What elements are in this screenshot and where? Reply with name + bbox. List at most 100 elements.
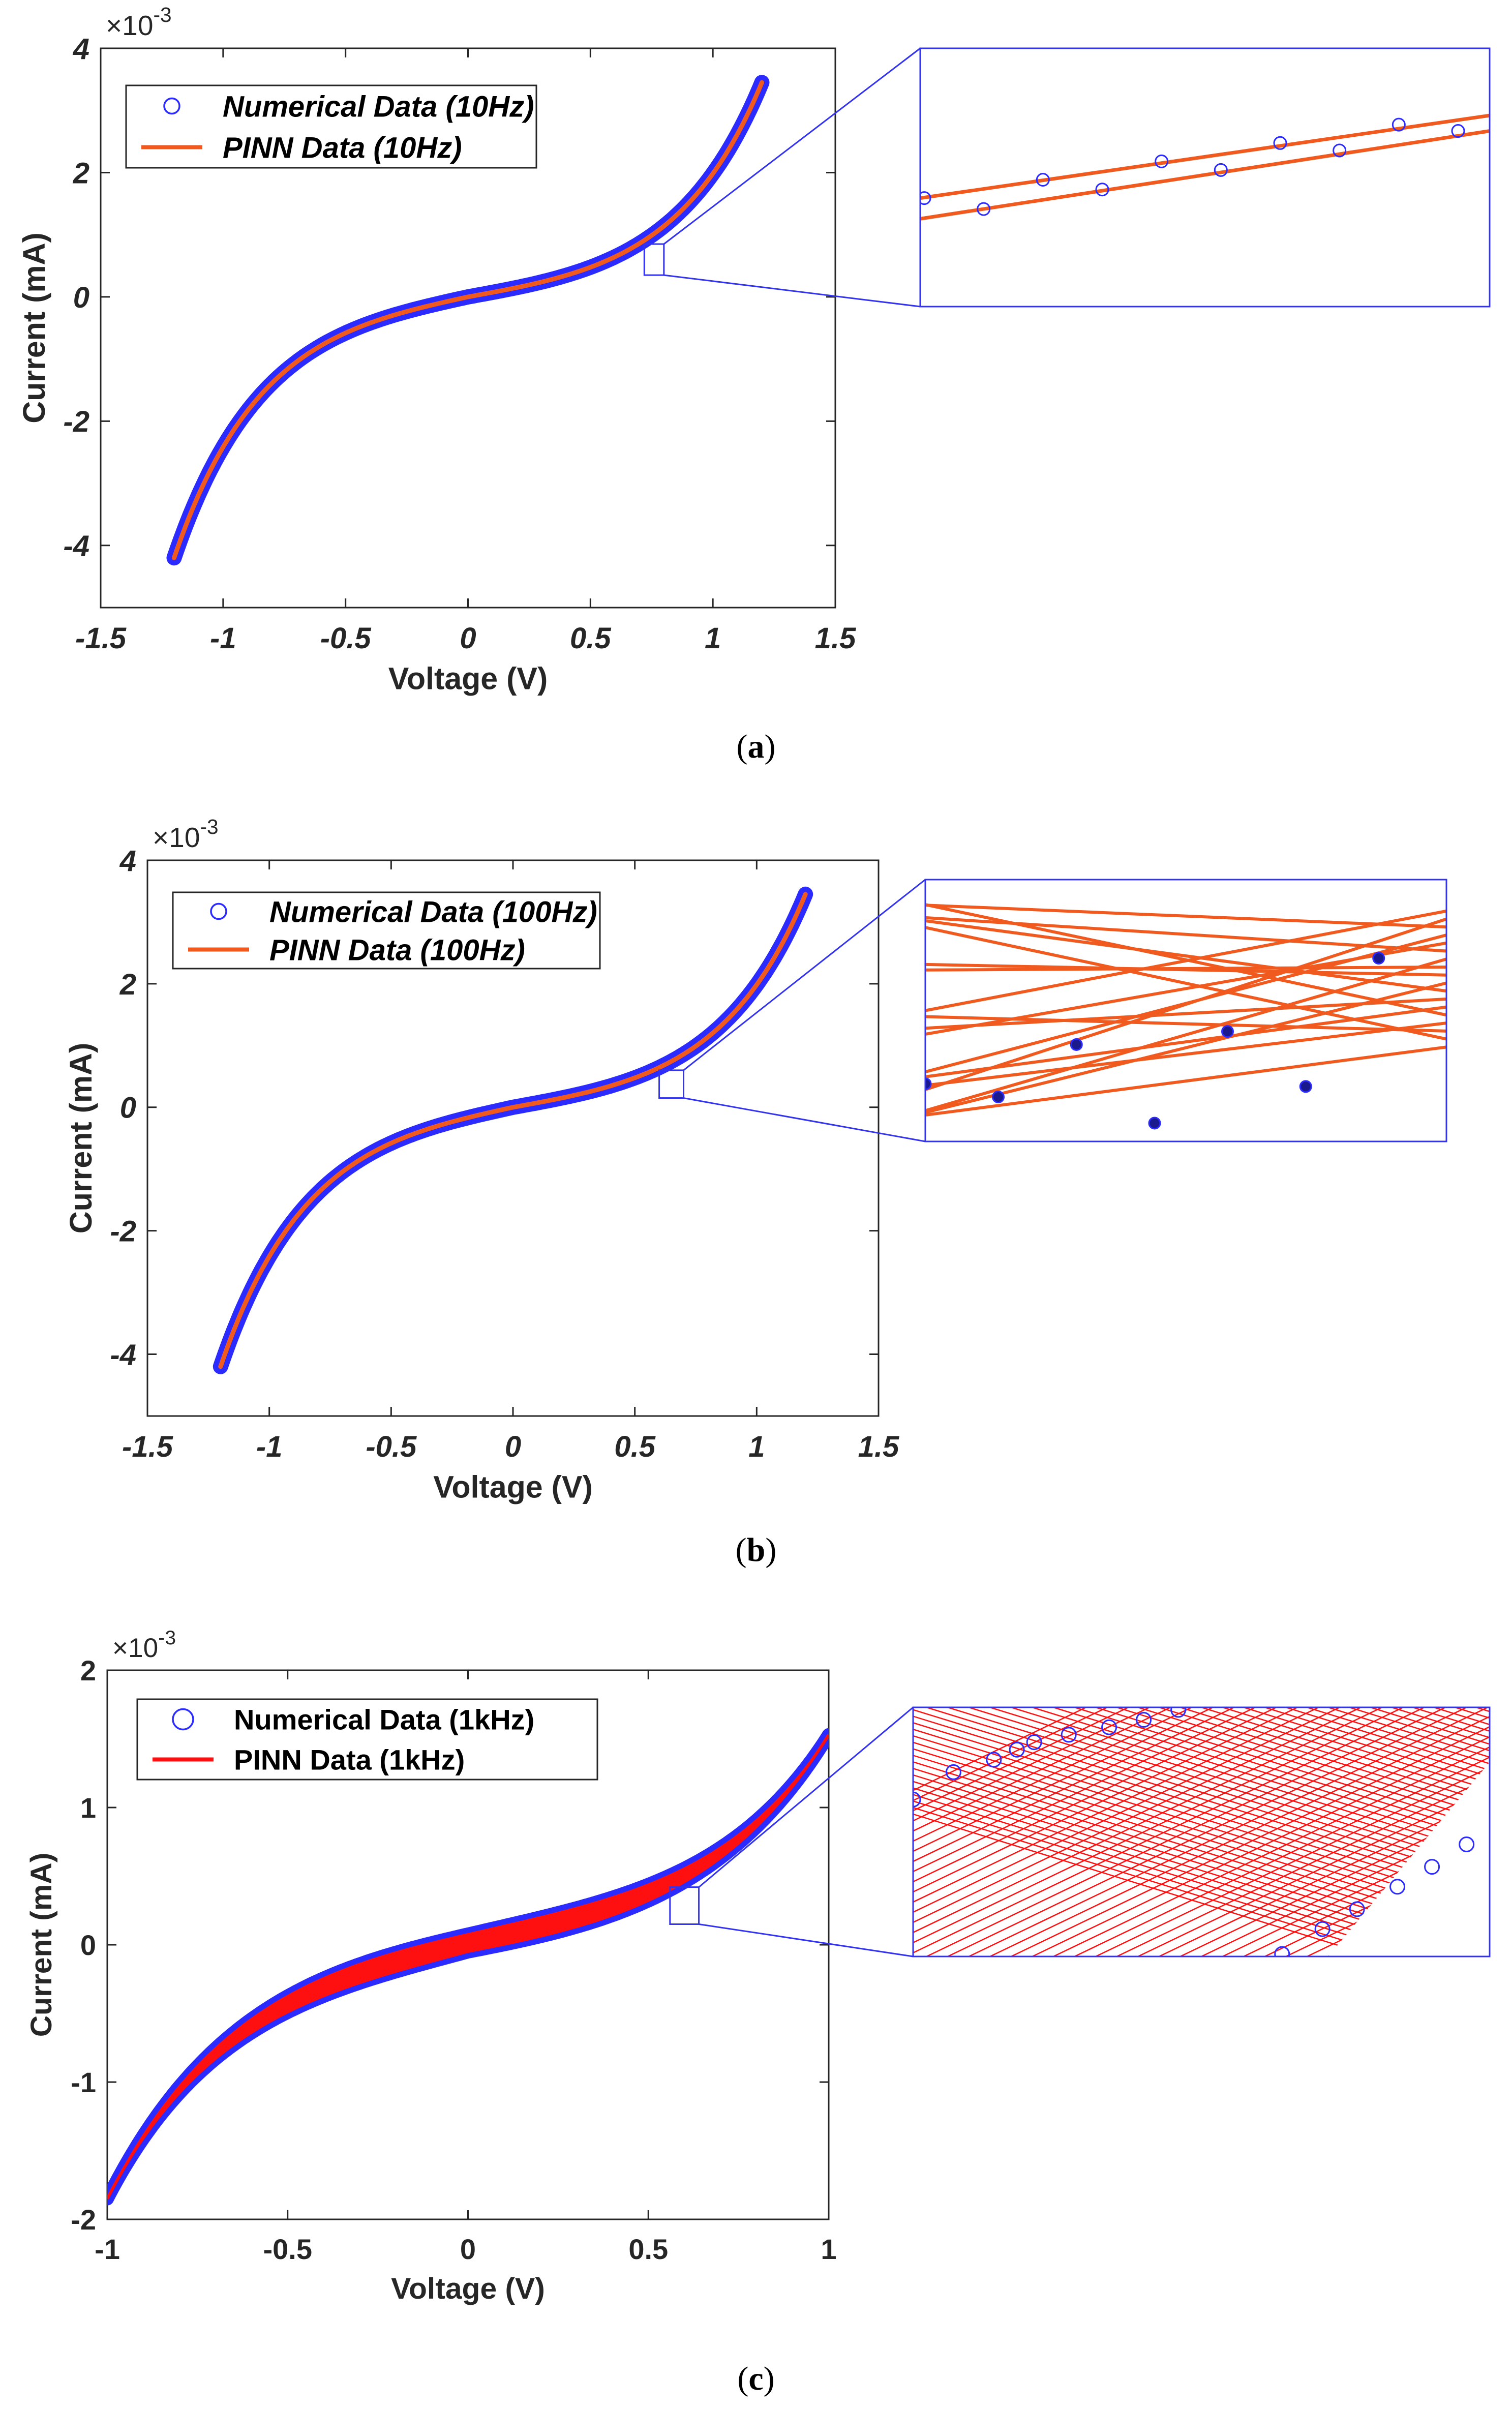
inset-numerical-marker — [1170, 1707, 1187, 1718]
y-tick-label: -4 — [110, 1338, 136, 1371]
inset-pinn-line — [1095, 1766, 1490, 1956]
x-tick-label: -1.5 — [122, 1430, 173, 1463]
inset-pinn-line — [925, 962, 1446, 977]
caption-open-paren: ( — [736, 1531, 747, 1569]
inset-numerical-marker — [1009, 1741, 1025, 1758]
inset-pinn-line — [925, 926, 1446, 1041]
inset-numerical-marker — [1148, 1117, 1161, 1130]
inset-pinn-line — [913, 1728, 1490, 1908]
y-tick-label: 1 — [80, 1792, 96, 1824]
zoom-region-box — [643, 243, 665, 276]
inset-numerical-marker — [1459, 1836, 1475, 1852]
inset-pinn-line — [947, 1707, 1490, 1876]
inset-numerical-marker — [986, 1752, 1002, 1768]
x-tick-label: -0.5 — [263, 2233, 313, 2265]
x-tick-label: -1 — [210, 622, 236, 655]
caption-letter: c — [748, 2360, 763, 2397]
inset-pinn-line — [1349, 1707, 1490, 1752]
caption-letter: a — [748, 728, 765, 765]
chart-panel-b: -1.5 -1 -0.5 0 0.5 1 1.5 -4 -2 0 2 4 ×10-3 Voltage (V… — [64, 815, 1447, 1569]
legend-entry-label: Numerical Data (100Hz) — [269, 895, 597, 928]
series-group — [107, 1728, 829, 2206]
inset-pinn-line — [1137, 1787, 1490, 1956]
x-tick-label: 0 — [460, 2233, 476, 2265]
caption-close-paren: ) — [765, 728, 776, 765]
inset-content — [920, 113, 1490, 221]
inset-pinn-line — [1159, 1707, 1490, 1810]
inset-numerical-marker — [1389, 1879, 1406, 1895]
exponent-base: ×10 — [112, 1633, 158, 1663]
y-tick-label: 0 — [73, 281, 89, 314]
pinn-data-line — [218, 892, 808, 1369]
inset-numerical-marker — [913, 1791, 921, 1808]
y-tick-label: -1 — [71, 2066, 96, 2098]
x-tick-label: -0.5 — [320, 622, 372, 655]
pinn-data-fill — [107, 1734, 829, 2200]
legend-box — [172, 891, 601, 970]
inset-pinn-line — [913, 1794, 1438, 1956]
y-axis-label: Current (mA) — [25, 1853, 58, 2037]
legend-numerical-symbol — [163, 97, 180, 115]
x-tick-label: -0.5 — [366, 1430, 417, 1463]
x-tick-label: 0 — [505, 1430, 521, 1463]
inset-numerical-marker — [1155, 154, 1169, 168]
x-tick-label: -1 — [95, 2233, 120, 2265]
inset-pinn-line — [925, 997, 1446, 1030]
inset-numerical-marker — [1349, 1901, 1365, 1917]
x-tick-label: 0.5 — [570, 622, 611, 655]
inset-pinn-line — [920, 129, 1490, 221]
y-tick-label: 0 — [120, 1092, 136, 1125]
inset-background — [920, 48, 1490, 307]
x-tick-label: -1.5 — [75, 622, 127, 655]
exponent-base: ×10 — [106, 10, 153, 41]
legend-numerical-symbol — [172, 1708, 194, 1731]
inset-pinn-line — [1285, 1707, 1490, 1771]
inset-pinn-line — [913, 1735, 1490, 1915]
legend-box — [136, 1698, 598, 1781]
caption-close-paren: ) — [764, 2360, 775, 2397]
inset-pinn-line — [1264, 1848, 1490, 1956]
inset-pinn-line — [1497, 1707, 1512, 1956]
inset-pinn-line — [1264, 1707, 1490, 1778]
legend-entry-label: PINN Data (1kHz) — [234, 1744, 465, 1776]
panel-caption: (c) — [737, 2360, 774, 2397]
y-exponent-label: ×10-3 — [153, 815, 219, 853]
inset-numerical-marker — [1061, 1727, 1077, 1743]
x-tick-label: 0 — [460, 622, 476, 655]
x-tick-label: 1 — [705, 622, 721, 655]
inset-numerical-marker — [1314, 1921, 1330, 1937]
zoom-connector-bottom — [699, 1923, 914, 1958]
zoom-connector-top — [683, 879, 926, 1071]
caption-close-paren: ) — [765, 1531, 776, 1569]
legend-numerical-symbol — [210, 902, 227, 920]
y-tick-label: 4 — [119, 845, 136, 878]
inset-pinn-line — [925, 1045, 1446, 1117]
inset-background — [925, 880, 1446, 1141]
pinn-data-line — [107, 1734, 829, 2200]
y-exponent-label: ×10-3 — [106, 3, 172, 41]
exponent-power: -3 — [200, 815, 218, 838]
exponent-base: ×10 — [153, 822, 200, 853]
inset-numerical-marker — [1136, 1712, 1152, 1728]
chart-panel-a: -1.5 -1 -0.5 0 0.5 1 1.5 -4 -2 0 2 4 ×10-3 Voltage (V… — [17, 3, 1491, 765]
y-tick-label: 0 — [80, 1929, 96, 1961]
inset-numerical-marker — [920, 191, 931, 205]
inset-numerical-marker — [1299, 1080, 1312, 1093]
zoom-region-box — [658, 1069, 685, 1099]
exponent-power: -3 — [158, 1627, 176, 1649]
x-tick-label: -1 — [256, 1430, 283, 1463]
inset-pinn-line — [913, 1715, 1490, 1895]
inset-pinn-line — [1159, 1797, 1490, 1956]
y-exponent-label: ×10-3 — [112, 1627, 176, 1663]
inset-numerical-marker — [1274, 1946, 1290, 1956]
inset-pinn-line — [1116, 1776, 1490, 1956]
caption-letter: b — [747, 1531, 766, 1569]
inset-numerical-marker — [1026, 1734, 1042, 1751]
y-tick-label: 2 — [119, 968, 136, 1001]
inset-pinn-line — [1497, 1707, 1512, 1956]
panel-caption: (b) — [736, 1531, 777, 1569]
inset-numerical-marker — [1424, 1859, 1440, 1875]
x-axis-label: Voltage (V) — [388, 661, 548, 696]
